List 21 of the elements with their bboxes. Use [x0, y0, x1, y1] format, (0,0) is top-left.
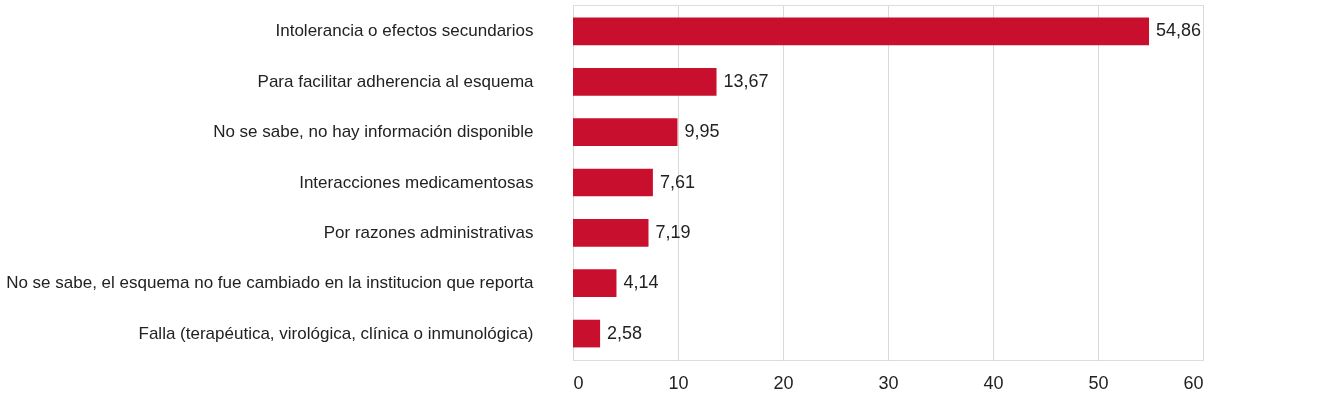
x-tick-label: 50 — [1088, 372, 1109, 393]
x-tick-label: 0 — [573, 372, 584, 393]
data-label: 9,95 — [684, 121, 720, 142]
data-label: 7,61 — [659, 171, 695, 192]
y-tick-label: Intolerancia o efectos secundarios — [275, 21, 534, 41]
data-label: 2,58 — [607, 322, 643, 343]
x-tick-label: 30 — [878, 372, 899, 393]
data-label: 54,86 — [1156, 20, 1202, 41]
y-tick-label: Interacciones medicamentosas — [299, 172, 534, 192]
x-tick-label: 60 — [1183, 372, 1204, 393]
data-label: 4,14 — [623, 272, 659, 293]
y-tick-label: Falla (terapéutica, virológica, clínica o inmunológica) — [138, 323, 534, 343]
x-tick-label: 20 — [773, 372, 794, 393]
y-tick-label: Por razones administrativas — [323, 222, 534, 242]
y-tick-label: No se sabe, no hay información disponible — [213, 122, 534, 142]
data-label: 13,67 — [723, 70, 769, 91]
y-tick-label: Para facilitar adherencia al esquema — [257, 71, 535, 91]
x-tick-label: 10 — [668, 372, 689, 393]
y-tick-label: No se sabe, el esquema no fue cambiado en la institucion que reporta — [6, 273, 535, 293]
data-label: 7,19 — [655, 221, 691, 242]
x-tick-label: 40 — [983, 372, 1004, 393]
